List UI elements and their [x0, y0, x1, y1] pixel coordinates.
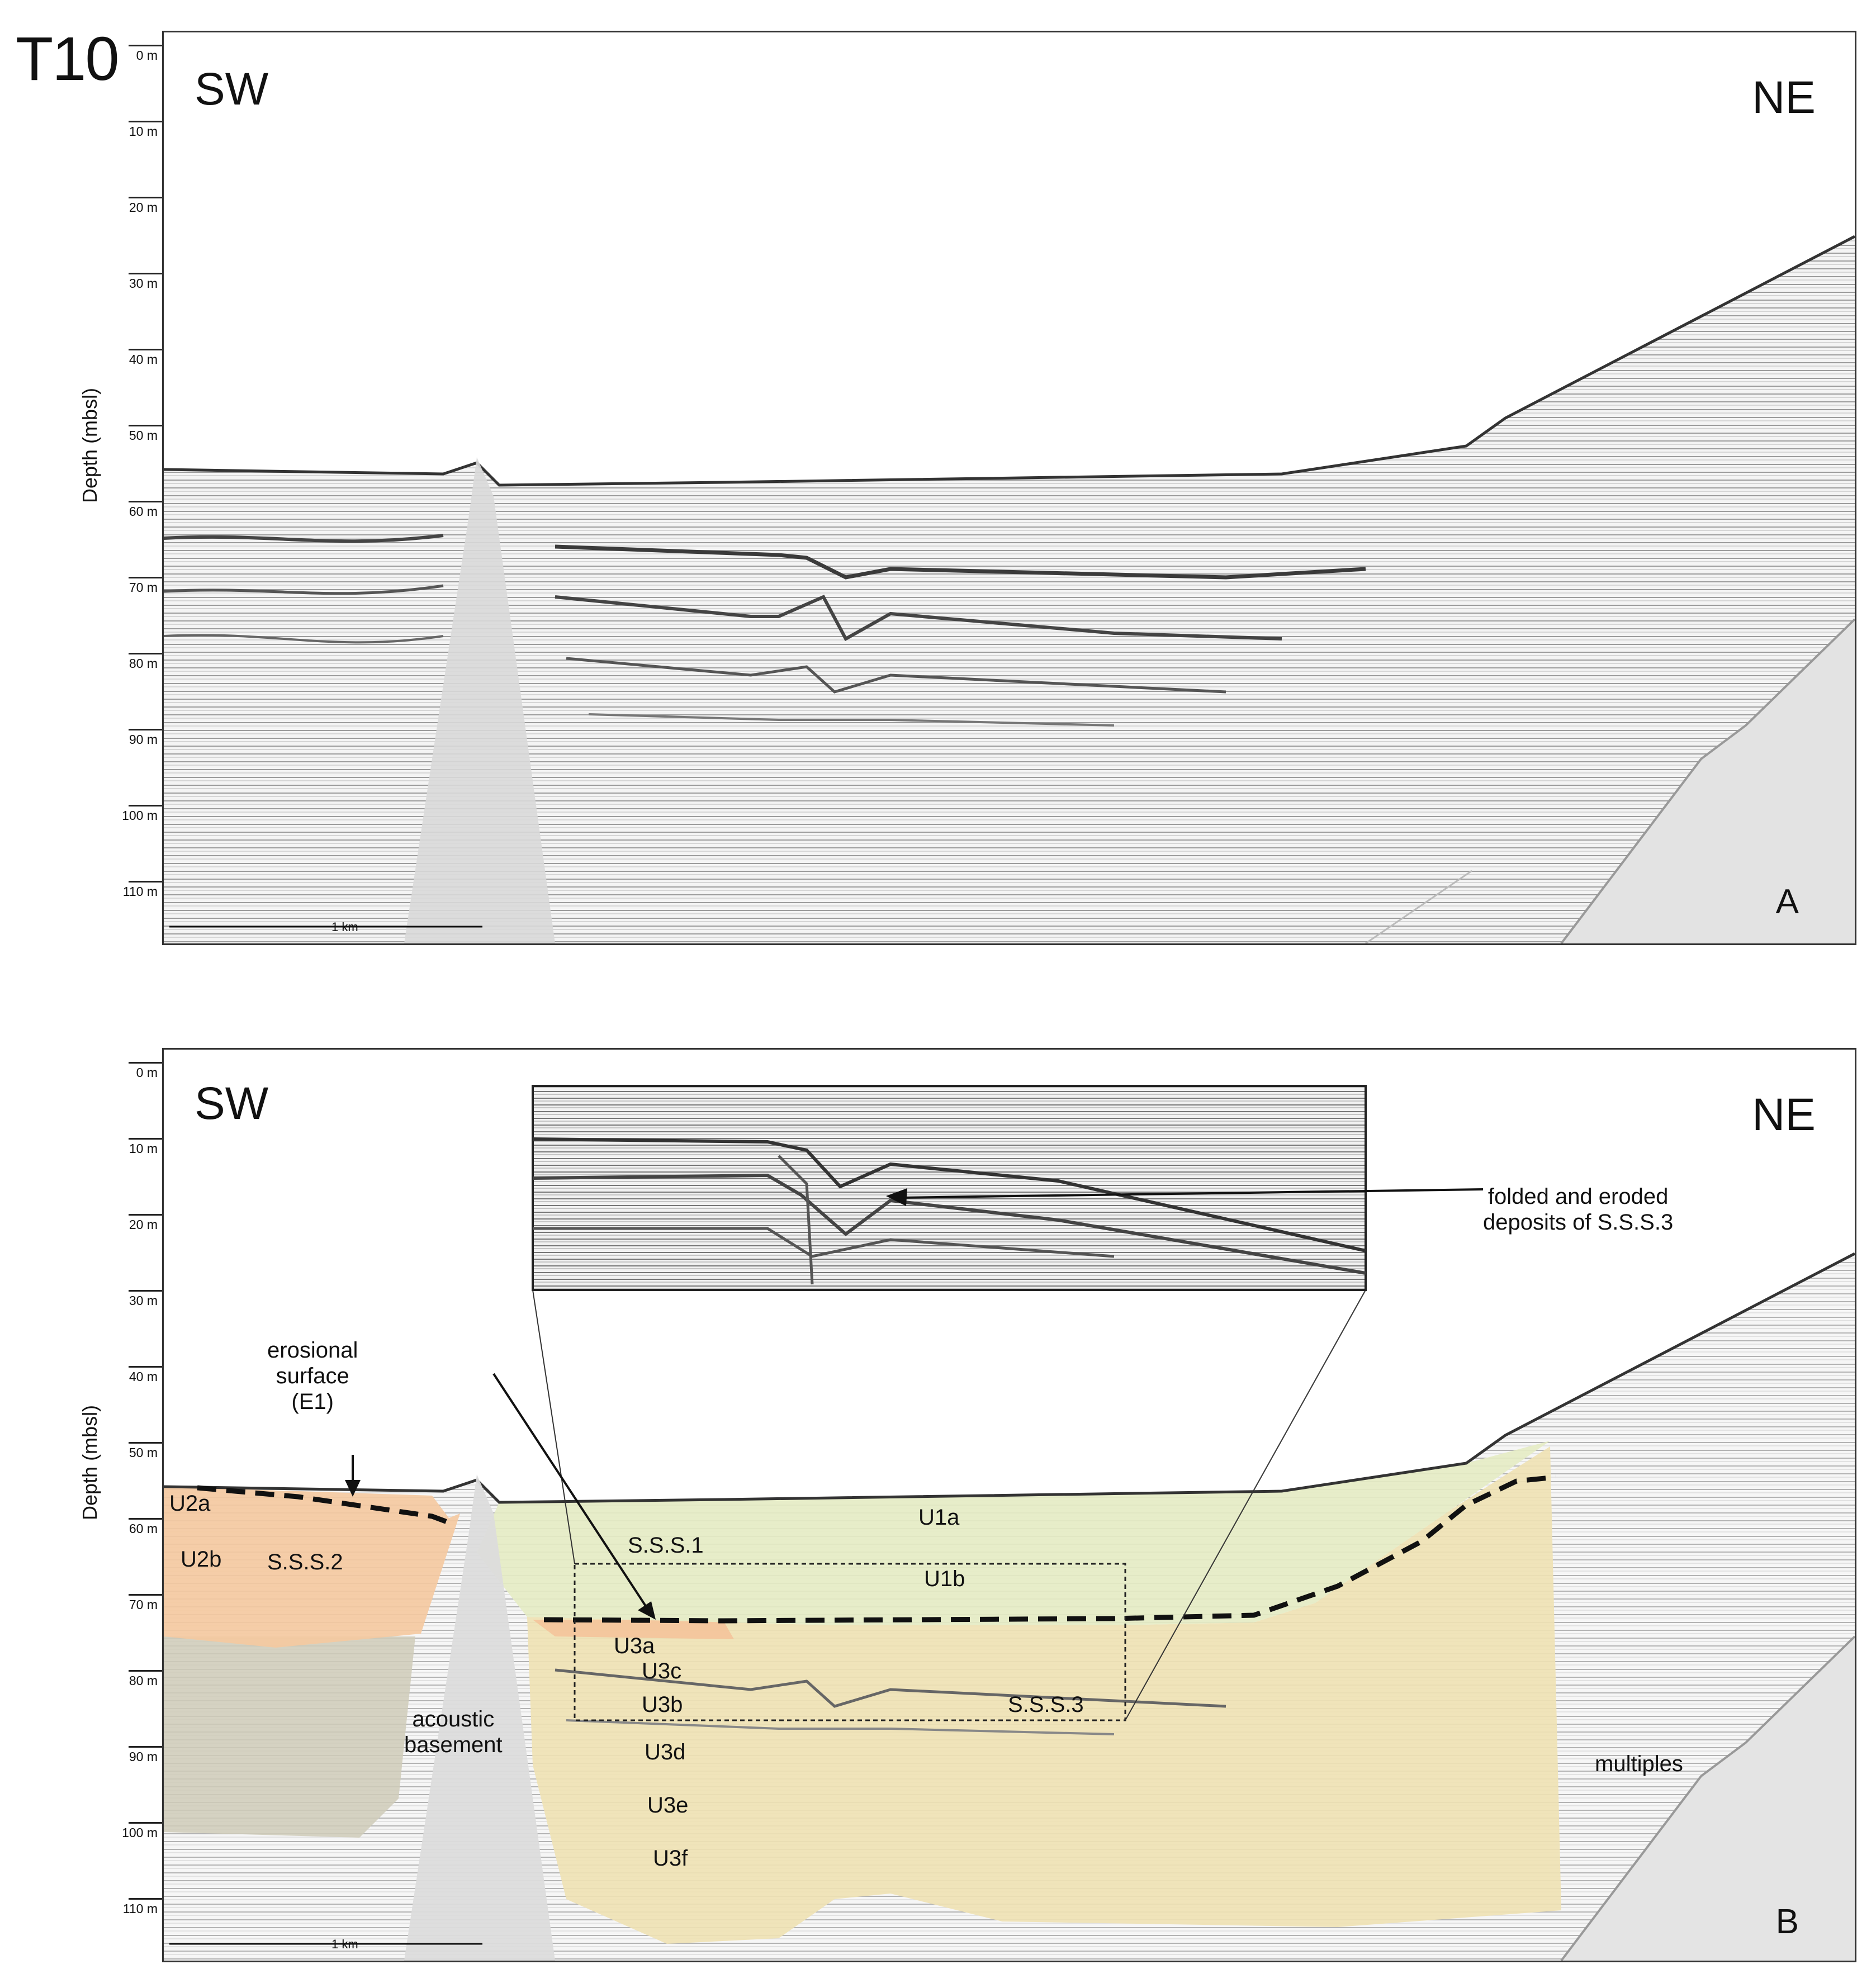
- depth-tick: [129, 1746, 162, 1748]
- annotation-inset-callout: folded and eroded deposits of S.S.S.3: [1483, 1184, 1674, 1235]
- depth-tick: [129, 197, 162, 198]
- depth-tick-label: 10 m: [129, 1141, 158, 1156]
- depth-tick: [129, 501, 162, 502]
- direction-label-ne-b: NE: [1752, 1089, 1816, 1140]
- depth-axis-label-b: Depth (mbsl): [78, 1405, 101, 1520]
- depth-tick-label: 60 m: [129, 504, 158, 519]
- interpreted-profile-image-b: [164, 1085, 1855, 1961]
- sss3-yellow-unit: [527, 1446, 1561, 1944]
- depth-tick: [129, 1670, 162, 1672]
- scale-bar-label-b: 1 km: [331, 1937, 358, 1951]
- unit-label-u1a: U1a: [918, 1505, 960, 1530]
- depth-tick-label: 50 m: [129, 1445, 158, 1460]
- depth-tick: [129, 577, 162, 578]
- depth-tick-label: 110 m: [122, 1901, 158, 1916]
- depth-tick-label: 90 m: [129, 732, 158, 747]
- depth-tick-label: 70 m: [129, 580, 158, 595]
- depth-tick: [129, 1822, 162, 1824]
- annotation-multiples: multiples: [1595, 1752, 1683, 1776]
- seismic-profile-panel-a: SW NE A 1 km: [162, 31, 1856, 945]
- depth-tick-label: 100 m: [122, 1825, 158, 1840]
- depth-tick-label: 30 m: [129, 276, 158, 291]
- depth-tick-label: 100 m: [122, 808, 158, 823]
- unit-label-u3f: U3f: [653, 1846, 688, 1871]
- depth-tick-label: 50 m: [129, 428, 158, 443]
- erosional-surface-e1-sw: [197, 1485, 456, 1527]
- erosional-surface-e1: [543, 1474, 1556, 1624]
- depth-tick: [129, 1594, 162, 1596]
- seismic-profile-image-a: [164, 235, 1855, 943]
- depth-tick-label: 0 m: [136, 1065, 158, 1080]
- unit-label-u2b: U2b: [181, 1547, 222, 1572]
- depth-tick: [129, 1290, 162, 1292]
- scale-bar-label-a: 1 km: [331, 920, 358, 934]
- depth-tick-label: 20 m: [129, 1217, 158, 1232]
- depth-tick-label: 30 m: [129, 1293, 158, 1308]
- depth-tick: [129, 653, 162, 654]
- panel-letter-b: B: [1775, 1902, 1799, 1941]
- depth-tick-label: 90 m: [129, 1749, 158, 1764]
- depth-tick-label: 10 m: [129, 124, 158, 139]
- depth-tick: [129, 729, 162, 730]
- depth-tick: [129, 1062, 162, 1064]
- unit-label-sss2: S.S.S.2: [267, 1550, 343, 1574]
- depth-tick: [129, 1366, 162, 1368]
- unit-label-u3a: U3a: [614, 1634, 655, 1658]
- depth-tick: [129, 121, 162, 122]
- unit-label-sss3: S.S.S.3: [1008, 1692, 1084, 1717]
- depth-axis-a: 0 m 10 m 20 m 30 m 40 m 50 m 60 m 70 m 80 m 90 m 1…: [84, 31, 162, 942]
- depth-tick: [129, 805, 162, 806]
- unit-label-u3c: U3c: [642, 1659, 682, 1683]
- depth-tick-label: 0 m: [136, 48, 158, 63]
- inset-zoom-image: [532, 1085, 1367, 1291]
- depth-tick: [129, 1138, 162, 1140]
- figure-id: T10: [16, 25, 120, 93]
- unit-label-u3b: U3b: [642, 1692, 683, 1717]
- older-unit-sw: [164, 1636, 415, 1838]
- direction-label-sw-a: SW: [195, 64, 269, 115]
- sss1-green-unit: [477, 1441, 1550, 1625]
- interpreted-profile-panel-b: SW NE B 1 km U2a U2b S.S.S.2 U1a S.S.S.1…: [162, 1048, 1856, 1962]
- annotation-acoustic-basement: acoustic basement: [404, 1707, 503, 1757]
- depth-tick-label: 60 m: [129, 1521, 158, 1536]
- depth-tick-label: 80 m: [129, 1673, 158, 1688]
- depth-tick-label: 110 m: [122, 884, 158, 899]
- acoustic-basement-cone: [404, 1474, 555, 1961]
- depth-axis-b: 0 m 10 m 20 m 30 m 40 m 50 m 60 m 70 m 80 m 90 m 1…: [84, 1048, 162, 1959]
- depth-tick: [129, 1518, 162, 1520]
- panel-letter-a: A: [1775, 882, 1799, 921]
- depth-axis-label-a: Depth (mbsl): [78, 387, 101, 503]
- direction-label-sw-b: SW: [195, 1078, 269, 1129]
- depth-tick: [129, 1442, 162, 1444]
- direction-label-ne-a: NE: [1752, 72, 1816, 123]
- depth-tick-label: 80 m: [129, 656, 158, 671]
- unit-label-u1b: U1b: [924, 1567, 965, 1591]
- depth-tick: [129, 1898, 162, 1900]
- depth-tick: [129, 349, 162, 350]
- inset-extent-box: [574, 1563, 1126, 1721]
- depth-tick: [129, 1214, 162, 1216]
- depth-tick: [129, 273, 162, 274]
- depth-tick-label: 70 m: [129, 1597, 158, 1612]
- depth-tick-label: 40 m: [129, 352, 158, 367]
- annotation-erosional-surface: erosional surface (E1): [267, 1338, 358, 1414]
- depth-tick: [129, 881, 162, 882]
- depth-tick-label: 20 m: [129, 200, 158, 215]
- unit-label-u3e: U3e: [647, 1793, 689, 1818]
- depth-tick: [129, 45, 162, 46]
- depth-tick: [129, 425, 162, 426]
- depth-tick-label: 40 m: [129, 1369, 158, 1384]
- sss2-orange-unit: [164, 1487, 460, 1648]
- unit-label-sss1: S.S.S.1: [628, 1533, 704, 1558]
- unit-label-u2a: U2a: [169, 1491, 211, 1516]
- unit-label-u3d: U3d: [645, 1740, 686, 1764]
